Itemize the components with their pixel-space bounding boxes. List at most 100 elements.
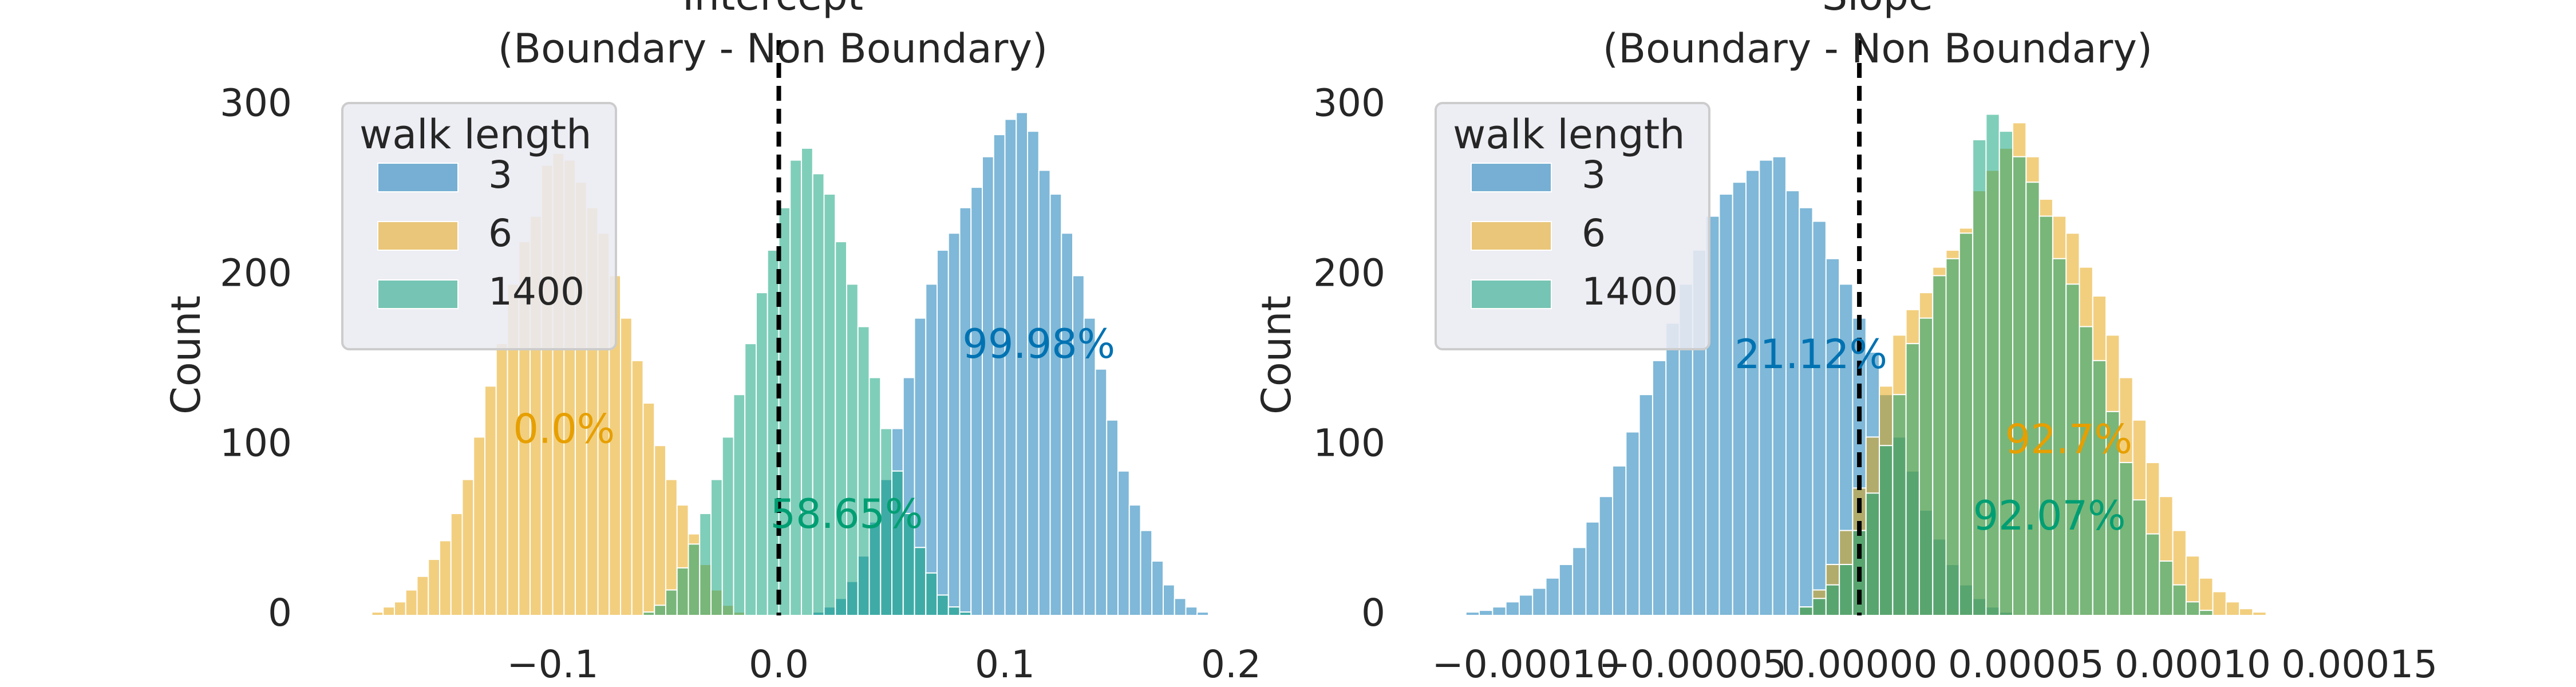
histogram-bar — [1812, 598, 1827, 616]
x-tick-label: 0.00015 — [2281, 642, 2437, 686]
chart-title: Intercept — [682, 0, 863, 19]
histogram-bar — [484, 385, 497, 616]
y-tick-label: 100 — [1313, 421, 1385, 465]
histogram-bar — [1532, 587, 1547, 617]
x-tick-label: 0.1 — [975, 642, 1035, 686]
histogram-bar — [2159, 560, 2174, 617]
histogram-bar — [1812, 220, 1827, 617]
histogram-bar — [846, 283, 859, 617]
histogram-bar — [823, 194, 836, 616]
histogram-bar — [1745, 169, 1760, 616]
histogram-bar — [1825, 584, 1840, 617]
series-1400-bars — [1799, 113, 2214, 617]
histogram-bar — [1998, 131, 2013, 616]
histogram-bar — [925, 572, 938, 616]
histogram-bar — [1505, 601, 1520, 617]
histogram-bar — [2079, 326, 2093, 616]
histogram-bar — [688, 543, 701, 616]
histogram-bar — [450, 512, 463, 616]
histogram-bar — [1465, 611, 1480, 617]
x-tick-label: 0.2 — [1201, 642, 1261, 686]
histogram-bar — [1174, 598, 1187, 616]
x-tick-label: −0.00010 — [1432, 642, 1619, 686]
histogram-bar — [1117, 470, 1130, 616]
chart-panel-1: 99.98% 0.0% 58.65% 0 100 200 300 −0.1 0.0 0.1 0.2 C… — [163, 0, 1261, 686]
histogram-bar — [1038, 169, 1051, 616]
histogram-bar — [2199, 610, 2214, 616]
legend-entry-label: 3 — [488, 153, 512, 197]
histogram-bar — [947, 606, 961, 617]
histogram-bar — [1652, 360, 1667, 617]
histogram-bar — [1151, 560, 1164, 617]
histogram-bar — [2252, 611, 2267, 617]
histogram-bar — [2212, 591, 2227, 616]
legend-title: walk length — [1453, 111, 1685, 158]
percentage-annotation: 58.65% — [771, 491, 923, 538]
histogram-bar — [382, 606, 395, 617]
histogram-bar — [1665, 322, 1680, 616]
legend-swatch — [377, 221, 459, 251]
histogram-bar — [710, 479, 723, 617]
y-tick-label: 0 — [1361, 591, 1385, 635]
histogram-bar — [1027, 131, 1040, 616]
histogram-bar — [642, 611, 655, 617]
histogram-bar — [620, 317, 633, 616]
histogram-bar — [982, 156, 994, 616]
histogram-bar — [2172, 584, 2187, 617]
histogram-bar — [1585, 521, 1600, 617]
histogram-bar — [1759, 159, 1773, 616]
histogram-bar — [699, 512, 712, 616]
histogram-bar — [937, 594, 949, 617]
histogram-bar — [1785, 190, 1800, 616]
histogram-bar — [1732, 181, 1747, 617]
y-tick-label: 300 — [1313, 81, 1385, 125]
histogram-bar — [721, 436, 734, 616]
histogram-bar — [665, 589, 678, 616]
percentage-annotation: 92.7% — [2005, 416, 2132, 463]
x-tick-label: 0.00005 — [1948, 642, 2104, 686]
histogram-bar — [2185, 601, 2200, 617]
histogram-bar — [676, 567, 689, 617]
x-tick-label: −0.1 — [507, 642, 598, 686]
histogram-bar — [959, 611, 972, 617]
y-tick-label: 100 — [220, 421, 292, 465]
histogram-bar — [405, 589, 418, 616]
histogram-bar — [654, 445, 666, 616]
histogram-bar — [1945, 258, 1960, 616]
histogram-bar — [1638, 394, 1653, 616]
series-3-bars — [812, 112, 1209, 617]
histogram-bar — [654, 605, 666, 616]
histogram-bar — [947, 232, 961, 616]
histogram-bar — [1163, 584, 1175, 617]
y-axis-label: Count — [1253, 295, 1300, 414]
chart-title: Slope — [1822, 0, 1933, 19]
histogram-bar — [2239, 608, 2254, 617]
legend-entry-label: 6 — [1582, 211, 1606, 255]
x-tick-label: 0.00000 — [1781, 642, 1938, 686]
histogram-bar — [461, 479, 475, 617]
histogram-bar — [1865, 492, 1880, 616]
histogram-bar — [1905, 343, 1920, 616]
histogram-bar — [959, 207, 972, 616]
histogram-bar — [937, 249, 949, 616]
chart-panel-2: 21.12% 92.7% 92.07% 0 100 200 300 −0.00010−0.00… — [1253, 0, 2437, 686]
histogram-bar — [1958, 232, 1974, 616]
histogram-bar — [642, 402, 655, 617]
histogram-bar — [1799, 606, 1814, 617]
histogram-bar — [1106, 419, 1119, 617]
x-tick-label: −0.00005 — [1599, 642, 1787, 686]
histogram-bar — [1612, 465, 1627, 617]
histogram-bar — [495, 343, 508, 616]
histogram-bar — [857, 326, 870, 616]
histogram-bar — [1892, 394, 1907, 616]
histogram-bar — [744, 343, 757, 616]
histogram-bar — [1799, 207, 1814, 616]
histogram-bar — [801, 147, 813, 616]
histogram-bar — [2092, 360, 2107, 617]
series-1400-bars — [642, 147, 972, 617]
histogram-bar — [1558, 563, 1574, 616]
histogram-bar — [1572, 547, 1587, 616]
histogram-bar — [371, 611, 384, 617]
percentage-annotation: 92.07% — [1973, 492, 2126, 539]
